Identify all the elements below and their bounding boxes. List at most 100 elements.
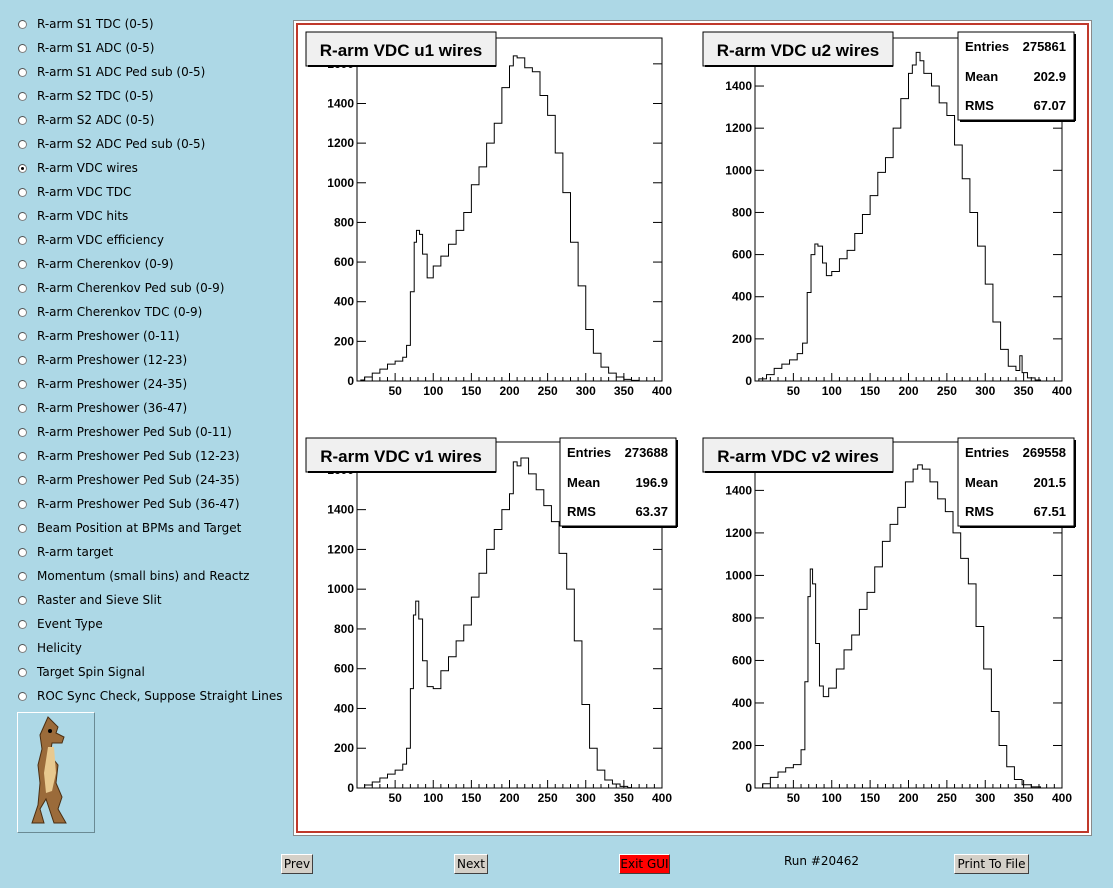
radio-icon[interactable] — [18, 283, 27, 293]
histogram-option[interactable]: R-arm Preshower (36-47) — [14, 396, 284, 420]
stats-value: 275861 — [1023, 39, 1066, 54]
stats-label: RMS — [965, 98, 994, 113]
radio-icon[interactable] — [18, 19, 27, 29]
histogram-option[interactable]: R-arm Cherenkov Ped sub (0-9) — [14, 276, 284, 300]
print-to-file-button[interactable]: Print To File — [954, 854, 1029, 874]
histogram-option[interactable]: R-arm S2 TDC (0-5) — [14, 84, 284, 108]
coyote-mascot-icon[interactable] — [17, 712, 95, 833]
histogram-option[interactable]: Raster and Sieve Slit — [14, 588, 284, 612]
radio-icon[interactable] — [18, 523, 27, 533]
radio-icon[interactable] — [18, 211, 27, 221]
histogram-option[interactable]: R-arm VDC wires — [14, 156, 284, 180]
y-tick-label: 200 — [732, 332, 752, 346]
histogram-option-label: R-arm Preshower Ped Sub (36-47) — [37, 497, 240, 511]
histogram-option-label: Raster and Sieve Slit — [37, 593, 162, 607]
x-tick-label: 300 — [975, 791, 995, 805]
radio-icon[interactable] — [18, 547, 27, 557]
stats-label: Entries — [965, 39, 1009, 54]
y-tick-label: 0 — [347, 374, 354, 388]
histogram-option[interactable]: Helicity — [14, 636, 284, 660]
radio-icon[interactable] — [18, 691, 27, 701]
histogram-option[interactable]: ROC Sync Check, Suppose Straight Lines — [14, 684, 284, 708]
histogram-option-label: R-arm S2 TDC (0-5) — [37, 89, 154, 103]
stats-label: Mean — [965, 69, 998, 84]
radio-icon[interactable] — [18, 619, 27, 629]
radio-icon[interactable] — [18, 475, 27, 485]
histogram-option-label: R-arm S1 TDC (0-5) — [37, 17, 154, 31]
stats-value: 67.51 — [1033, 504, 1066, 519]
radio-icon[interactable] — [18, 235, 27, 245]
x-tick-label: 300 — [576, 384, 596, 398]
radio-icon[interactable] — [18, 427, 27, 437]
radio-icon[interactable] — [18, 67, 27, 77]
radio-icon[interactable] — [18, 91, 27, 101]
histogram-option[interactable]: R-arm S2 ADC (0-5) — [14, 108, 284, 132]
radio-icon[interactable] — [18, 259, 27, 269]
radio-icon[interactable] — [18, 355, 27, 365]
x-tick-label: 300 — [975, 384, 995, 398]
radio-icon[interactable] — [18, 139, 27, 149]
plot-title: R-arm VDC v2 wires — [717, 447, 879, 466]
histogram-option-label: R-arm Cherenkov TDC (0-9) — [37, 305, 203, 319]
histogram-option-label: R-arm S1 ADC Ped sub (0-5) — [37, 65, 206, 79]
histogram-option[interactable]: R-arm S1 ADC Ped sub (0-5) — [14, 60, 284, 84]
histogram-option-label: R-arm Preshower (0-11) — [37, 329, 180, 343]
radio-icon[interactable] — [18, 451, 27, 461]
stats-value: 67.07 — [1033, 98, 1066, 113]
radio-selected-icon[interactable] — [18, 163, 27, 173]
y-tick-label: 600 — [732, 653, 752, 667]
y-tick-label: 400 — [732, 696, 752, 710]
x-tick-label: 150 — [860, 384, 880, 398]
histogram-option[interactable]: R-arm VDC hits — [14, 204, 284, 228]
histogram-line — [755, 51, 1042, 382]
plot-title-box — [702, 31, 894, 67]
prev-button[interactable]: Prev — [281, 854, 313, 874]
radio-icon[interactable] — [18, 595, 27, 605]
histogram-option-label: R-arm Preshower Ped Sub (12-23) — [37, 449, 240, 463]
histogram-option[interactable]: Event Type — [14, 612, 284, 636]
radio-icon[interactable] — [18, 403, 27, 413]
y-tick-label: 1400 — [327, 96, 354, 110]
y-tick-label: 200 — [334, 741, 354, 755]
y-tick-label: 800 — [732, 205, 752, 219]
histogram-option[interactable]: R-arm S2 ADC Ped sub (0-5) — [14, 132, 284, 156]
histogram-option[interactable]: R-arm Preshower Ped Sub (36-47) — [14, 492, 284, 516]
histogram-option-list: R-arm S1 TDC (0-5) R-arm S1 ADC (0-5) R-ar… — [14, 12, 284, 708]
radio-icon[interactable] — [18, 667, 27, 677]
histogram-option[interactable]: R-arm target — [14, 540, 284, 564]
histogram-option[interactable]: R-arm Preshower (24-35) — [14, 372, 284, 396]
stats-value: 202.9 — [1033, 69, 1066, 84]
histogram-option[interactable]: R-arm S1 TDC (0-5) — [14, 12, 284, 36]
radio-icon[interactable] — [18, 499, 27, 509]
histogram-option[interactable]: R-arm VDC TDC — [14, 180, 284, 204]
histogram-option[interactable]: R-arm Cherenkov (0-9) — [14, 252, 284, 276]
exit-gui-button[interactable]: Exit GUI — [619, 854, 670, 874]
radio-icon[interactable] — [18, 571, 27, 581]
histogram-option[interactable]: R-arm Cherenkov TDC (0-9) — [14, 300, 284, 324]
next-button[interactable]: Next — [454, 854, 488, 874]
histogram-option[interactable]: R-arm Preshower (12-23) — [14, 348, 284, 372]
histogram-option[interactable]: Beam Position at BPMs and Target — [14, 516, 284, 540]
histogram-option-label: R-arm Preshower Ped Sub (0-11) — [37, 425, 232, 439]
histogram-option-label: R-arm VDC TDC — [37, 185, 132, 199]
histogram-option[interactable]: R-arm VDC efficiency — [14, 228, 284, 252]
histogram-option[interactable]: R-arm S1 ADC (0-5) — [14, 36, 284, 60]
y-tick-label: 800 — [334, 215, 354, 229]
radio-icon[interactable] — [18, 643, 27, 653]
radio-icon[interactable] — [18, 307, 27, 317]
radio-icon[interactable] — [18, 115, 27, 125]
histogram-option-label: Helicity — [37, 641, 82, 655]
histogram-option[interactable]: Momentum (small bins) and Reactz — [14, 564, 284, 588]
histogram-option[interactable]: R-arm Preshower Ped Sub (0-11) — [14, 420, 284, 444]
x-tick-label: 100 — [423, 384, 443, 398]
radio-icon[interactable] — [18, 187, 27, 197]
histogram-option[interactable]: R-arm Preshower Ped Sub (24-35) — [14, 468, 284, 492]
radio-icon[interactable] — [18, 43, 27, 53]
histogram-option-label: R-arm Cherenkov (0-9) — [37, 257, 174, 271]
radio-icon[interactable] — [18, 379, 27, 389]
histogram-option[interactable]: R-arm Preshower Ped Sub (12-23) — [14, 444, 284, 468]
histogram-option[interactable]: Target Spin Signal — [14, 660, 284, 684]
y-tick-label: 1000 — [327, 176, 354, 190]
histogram-option[interactable]: R-arm Preshower (0-11) — [14, 324, 284, 348]
radio-icon[interactable] — [18, 331, 27, 341]
